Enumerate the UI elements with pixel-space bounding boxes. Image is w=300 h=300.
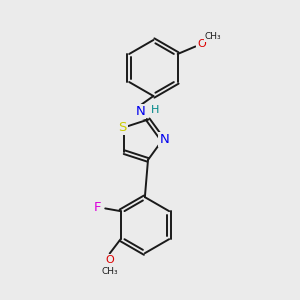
Text: N: N [136, 105, 145, 118]
Text: CH₃: CH₃ [205, 32, 221, 41]
Text: O: O [105, 255, 114, 265]
Text: O: O [197, 39, 206, 49]
Text: N: N [160, 133, 169, 146]
Text: H: H [151, 105, 159, 115]
Text: S: S [118, 121, 127, 134]
Text: CH₃: CH₃ [101, 267, 118, 276]
Text: F: F [94, 201, 101, 214]
